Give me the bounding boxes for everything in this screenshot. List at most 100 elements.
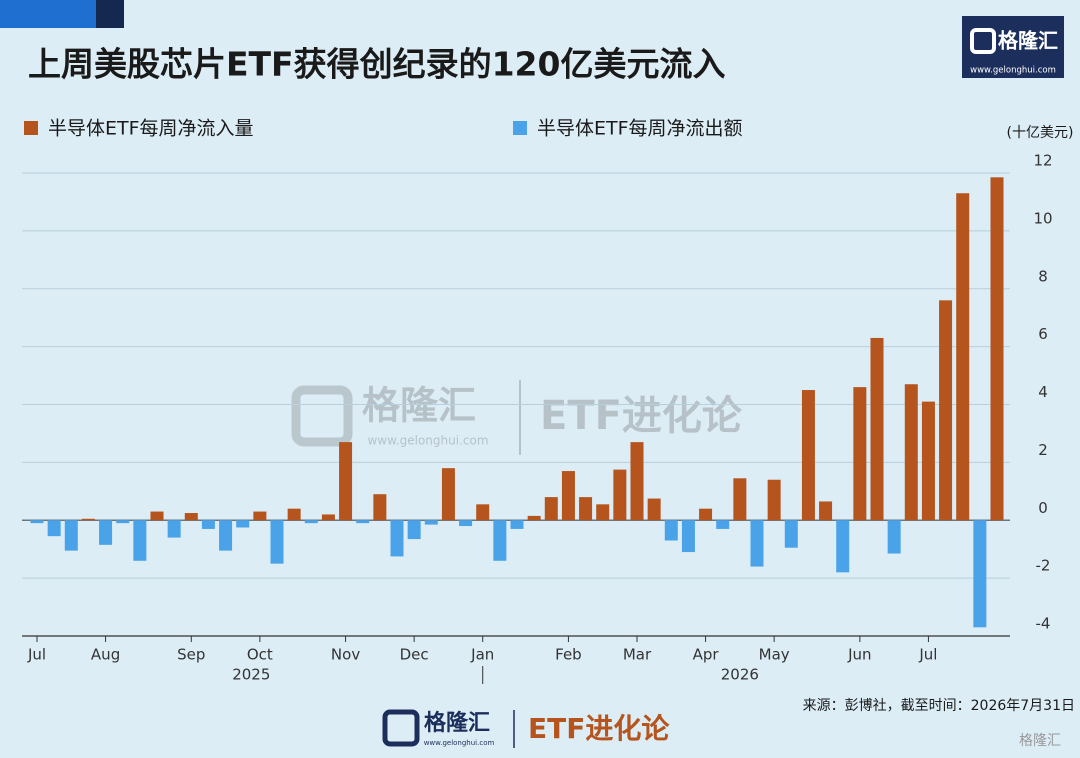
x-tick-label: Apr [693, 646, 720, 664]
bar [596, 504, 610, 521]
bar [476, 504, 490, 521]
x-tick-label: Mar [623, 646, 652, 664]
bar [561, 471, 575, 521]
bar [47, 520, 61, 537]
watermark-icon [291, 385, 353, 447]
bar [956, 193, 970, 521]
source-note: 来源：彭博社，截至时间：2026年7月31日 [803, 697, 1075, 714]
bar [767, 479, 781, 521]
watermark-logo: 格隆汇 [362, 384, 476, 428]
bar [339, 442, 353, 521]
bar [527, 515, 541, 521]
watermark-url: www.gelonghui.com [367, 434, 488, 448]
footer-icon [382, 709, 420, 747]
year-label: 2025 [232, 666, 270, 684]
footer-logo: 格隆汇 www.gelonghui.com ETF进化论 [382, 709, 670, 748]
bar [304, 520, 318, 524]
bar [287, 508, 301, 521]
bar [219, 520, 233, 551]
watermark: 格隆汇 www.gelonghui.com ETF进化论 [291, 380, 743, 455]
y-tick-label: 12 [1033, 152, 1052, 170]
bar [579, 497, 593, 521]
legend-label: 半导体ETF每周净流入量 [48, 118, 254, 140]
legend-swatch [513, 121, 527, 135]
bar [493, 520, 507, 561]
bar [64, 520, 78, 551]
x-tick-label: May [759, 646, 790, 664]
bar [647, 498, 661, 521]
chart-title: 上周美股芯片ETF获得创纪录的120亿美元流入 [28, 45, 725, 84]
legend-swatch [24, 121, 38, 135]
bar [630, 442, 644, 521]
bar [201, 520, 215, 529]
bar [81, 518, 95, 521]
watermark-column: ETF进化论 [540, 393, 743, 439]
bar [236, 520, 250, 528]
header-block [0, 0, 96, 28]
x-tick-label: Jan [470, 646, 494, 664]
bar [716, 520, 730, 529]
bar [887, 520, 901, 554]
x-tick-label: Nov [331, 646, 360, 664]
bar [356, 520, 370, 524]
bar [990, 177, 1004, 521]
y-tick-label: 2 [1038, 441, 1048, 459]
y-axis-label: (十亿美元) [1007, 125, 1074, 141]
bar [699, 508, 713, 521]
bar [973, 520, 987, 628]
x-tick-label: Jul [918, 646, 937, 664]
bar [510, 520, 524, 529]
bar [613, 469, 627, 521]
bar [664, 520, 678, 541]
bar [184, 513, 198, 521]
corner-watermark: 格隆汇 [1019, 733, 1061, 749]
legend-label: 半导体ETF每周净流出额 [537, 118, 743, 140]
x-tick-label: Oct [247, 646, 273, 664]
bar [784, 520, 798, 548]
bar [441, 468, 455, 521]
bar [853, 387, 867, 521]
x-tick-label: Sep [177, 646, 205, 664]
bar [459, 520, 473, 527]
y-tick-label: 6 [1038, 325, 1048, 343]
x-tick-label: Aug [91, 646, 120, 664]
logo-text: 格隆汇 [998, 29, 1058, 53]
bar [270, 520, 284, 564]
x-tick-label: Dec [400, 646, 429, 664]
logo-icon [970, 28, 996, 54]
y-tick-label: 4 [1038, 383, 1048, 401]
footer-column: ETF进化论 [528, 712, 670, 745]
footer-url: www.gelonghui.com [424, 739, 495, 747]
year-label: 2026 [721, 666, 759, 684]
bar [99, 520, 113, 545]
x-tick-label: Feb [555, 646, 582, 664]
y-tick-label: 8 [1038, 267, 1048, 285]
logo-box [962, 16, 1064, 78]
bar [150, 511, 164, 521]
bar [424, 520, 438, 525]
bar [870, 337, 884, 521]
bar [321, 514, 335, 521]
bar [373, 494, 387, 521]
y-tick-label: -2 [1036, 557, 1051, 575]
bar [30, 520, 44, 524]
y-tick-label: -4 [1036, 615, 1051, 633]
bar [836, 520, 850, 573]
bar [939, 300, 953, 521]
y-tick-label: 0 [1038, 499, 1048, 517]
bar [921, 401, 935, 521]
bar [544, 497, 558, 521]
y-tick-label: 10 [1033, 209, 1052, 227]
header-logo: 格隆汇 www.gelonghui.com [962, 16, 1064, 78]
bar [390, 520, 404, 557]
bar [750, 520, 764, 567]
x-tick-label: Jun [847, 646, 871, 664]
bar [167, 520, 181, 538]
logo-url: www.gelonghui.com [970, 66, 1056, 76]
x-tick-label: Jul [27, 646, 46, 664]
bar [116, 520, 130, 524]
footer-logo-text: 格隆汇 [424, 710, 490, 736]
bar [733, 478, 747, 521]
